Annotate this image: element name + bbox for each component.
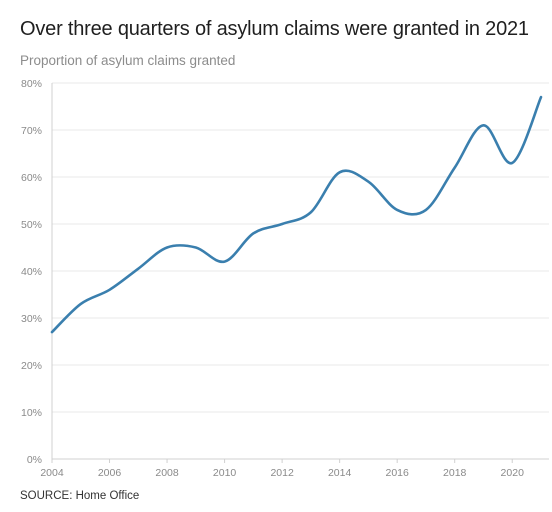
data-point bbox=[395, 208, 399, 212]
data-point bbox=[338, 170, 342, 174]
x-axis-ticks: 2004 2006 2008 2010 2012 2014 2016 2018 2020 bbox=[40, 459, 524, 479]
series-group bbox=[50, 95, 543, 334]
x-tick-label: 2020 bbox=[501, 467, 525, 479]
y-tick-label: 10% bbox=[21, 407, 42, 419]
x-tick-label: 2018 bbox=[443, 467, 467, 479]
data-point bbox=[165, 246, 169, 250]
y-tick-label: 40% bbox=[21, 266, 42, 278]
x-tick-label: 2006 bbox=[98, 467, 122, 479]
x-tick-label: 2012 bbox=[270, 467, 294, 479]
source-note: SOURCE: Home Office bbox=[20, 490, 140, 502]
y-axis-ticks: 0% 10% 20% 30% 40% 50% 60% 70% 80% bbox=[21, 78, 42, 466]
y-tick-label: 0% bbox=[27, 454, 42, 466]
data-point bbox=[223, 260, 227, 264]
data-point bbox=[136, 267, 140, 271]
data-point bbox=[309, 210, 313, 214]
y-tick-label: 80% bbox=[21, 78, 42, 90]
y-tick-label: 30% bbox=[21, 313, 42, 325]
x-tick-label: 2014 bbox=[328, 467, 352, 479]
data-point bbox=[481, 123, 485, 127]
x-tick-label: 2010 bbox=[213, 467, 237, 479]
gridlines bbox=[51, 82, 549, 460]
y-tick-label: 50% bbox=[21, 219, 42, 231]
chart-title: Over three quarters of asylum claims wer… bbox=[20, 18, 529, 40]
y-tick-label: 20% bbox=[21, 360, 42, 372]
data-point bbox=[366, 180, 370, 184]
data-point bbox=[510, 161, 514, 165]
x-tick-label: 2004 bbox=[40, 467, 64, 479]
series-line bbox=[50, 95, 543, 334]
data-point bbox=[50, 330, 54, 334]
data-point bbox=[194, 246, 198, 250]
data-point bbox=[453, 166, 457, 170]
x-tick-label: 2008 bbox=[155, 467, 179, 479]
chart-subtitle: Proportion of asylum claims granted bbox=[20, 53, 236, 68]
data-point bbox=[79, 302, 83, 306]
y-tick-label: 60% bbox=[21, 172, 42, 184]
data-point bbox=[539, 95, 543, 99]
x-tick-label: 2016 bbox=[385, 467, 409, 479]
data-point bbox=[251, 231, 255, 235]
data-point bbox=[280, 222, 284, 226]
data-point bbox=[108, 288, 112, 292]
data-point bbox=[424, 208, 428, 212]
y-tick-label: 70% bbox=[21, 125, 42, 137]
